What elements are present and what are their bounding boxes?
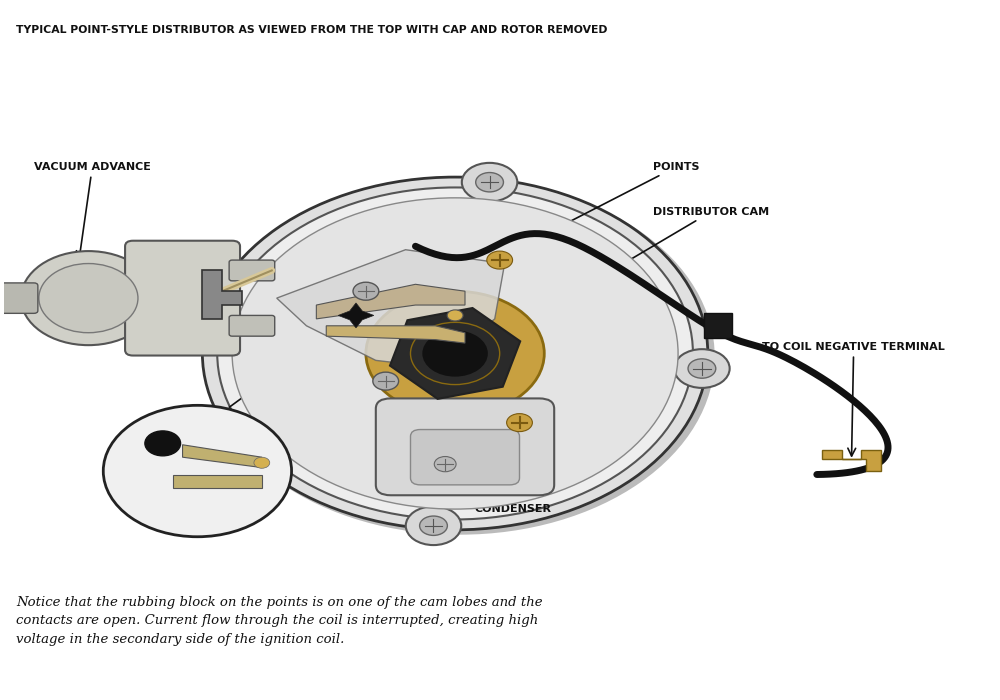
Text: CONDENSER: CONDENSER bbox=[475, 444, 552, 514]
Circle shape bbox=[420, 516, 447, 536]
FancyBboxPatch shape bbox=[0, 283, 38, 314]
Text: TO COIL NEGATIVE TERMINAL: TO COIL NEGATIVE TERMINAL bbox=[762, 342, 945, 456]
Circle shape bbox=[217, 188, 693, 519]
FancyBboxPatch shape bbox=[229, 316, 275, 336]
FancyBboxPatch shape bbox=[704, 314, 732, 338]
Circle shape bbox=[202, 177, 708, 530]
Polygon shape bbox=[183, 444, 262, 468]
Circle shape bbox=[674, 349, 730, 388]
FancyBboxPatch shape bbox=[125, 241, 240, 356]
Polygon shape bbox=[338, 303, 374, 328]
Circle shape bbox=[476, 172, 503, 192]
FancyBboxPatch shape bbox=[229, 260, 275, 281]
Circle shape bbox=[21, 251, 156, 345]
Circle shape bbox=[423, 331, 487, 376]
Text: TYPICAL POINT-STYLE DISTRIBUTOR AS VIEWED FROM THE TOP WITH CAP AND ROTOR REMOVE: TYPICAL POINT-STYLE DISTRIBUTOR AS VIEWE… bbox=[16, 25, 608, 35]
Circle shape bbox=[145, 431, 181, 456]
Polygon shape bbox=[202, 270, 242, 319]
Polygon shape bbox=[326, 326, 465, 343]
Text: POINTS: POINTS bbox=[499, 162, 700, 258]
Circle shape bbox=[507, 414, 532, 432]
Circle shape bbox=[688, 359, 716, 378]
Text: VACUUM ADVANCE: VACUUM ADVANCE bbox=[34, 162, 151, 259]
Circle shape bbox=[366, 291, 544, 416]
Circle shape bbox=[487, 251, 513, 269]
Polygon shape bbox=[390, 308, 520, 399]
Circle shape bbox=[434, 456, 456, 472]
Circle shape bbox=[447, 310, 463, 321]
Text: DISTRIBUTOR CAM: DISTRIBUTOR CAM bbox=[499, 206, 769, 337]
Circle shape bbox=[205, 179, 715, 535]
Polygon shape bbox=[173, 475, 262, 489]
Circle shape bbox=[353, 282, 379, 300]
Circle shape bbox=[373, 372, 399, 390]
Text: Notice that the rubbing block on the points is on one of the cam lobes and the
c: Notice that the rubbing block on the poi… bbox=[16, 596, 543, 645]
Polygon shape bbox=[277, 250, 505, 368]
Polygon shape bbox=[316, 284, 465, 319]
Circle shape bbox=[103, 405, 292, 537]
Circle shape bbox=[39, 263, 138, 332]
FancyBboxPatch shape bbox=[410, 430, 520, 485]
Circle shape bbox=[232, 198, 678, 509]
Circle shape bbox=[406, 506, 461, 545]
Circle shape bbox=[462, 163, 517, 202]
FancyBboxPatch shape bbox=[376, 398, 554, 496]
Polygon shape bbox=[822, 450, 881, 471]
Circle shape bbox=[254, 457, 270, 468]
